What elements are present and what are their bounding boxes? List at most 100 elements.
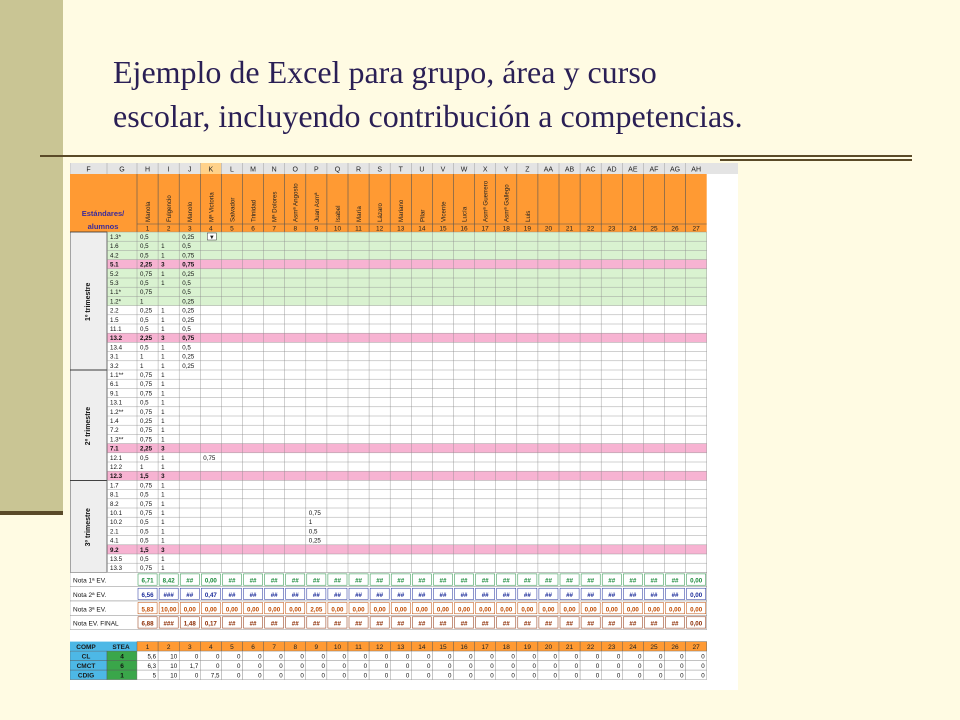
data-row bbox=[107, 406, 707, 416]
data-cell: 1,5 bbox=[140, 473, 149, 480]
title-underline-accent bbox=[720, 159, 912, 161]
comp-value: 0 bbox=[427, 673, 431, 680]
note-value: ## bbox=[292, 621, 299, 628]
data-cell: 0,75 bbox=[140, 381, 153, 388]
student-name: Vicente bbox=[440, 201, 447, 222]
note-value: ## bbox=[271, 592, 278, 599]
data-cell: 1 bbox=[161, 427, 165, 434]
student-number: 6 bbox=[251, 226, 255, 233]
data-cell: 0,25 bbox=[309, 538, 322, 545]
column-letter: W bbox=[461, 167, 468, 174]
title-underline bbox=[40, 155, 912, 157]
note-value: 0,00 bbox=[585, 606, 598, 613]
note-value: ## bbox=[482, 621, 489, 628]
column-letter: U bbox=[419, 167, 424, 174]
note-value: ## bbox=[503, 592, 510, 599]
note-value: ## bbox=[587, 578, 594, 585]
data-cell: 0,5 bbox=[140, 280, 149, 287]
student-name: Luis bbox=[525, 211, 532, 222]
note-cell bbox=[201, 573, 221, 586]
student-number: 10 bbox=[334, 226, 342, 233]
comp-value: 0 bbox=[321, 673, 325, 680]
standard-code: 13.1 bbox=[110, 400, 123, 407]
data-cell: 3 bbox=[161, 262, 165, 269]
data-cell: 2,25 bbox=[140, 446, 153, 453]
note-cell bbox=[137, 587, 158, 600]
data-row bbox=[107, 498, 707, 508]
note-value: 0,00 bbox=[521, 606, 534, 613]
data-row bbox=[107, 526, 707, 536]
column-letter: O bbox=[293, 167, 299, 174]
data-cell: 0,75 bbox=[140, 409, 153, 416]
standard-code: 1.2* bbox=[110, 298, 122, 305]
note-value: ## bbox=[629, 621, 636, 628]
comp-number: 19 bbox=[524, 644, 532, 651]
note-value: ## bbox=[250, 592, 257, 599]
comp-value: 0 bbox=[216, 654, 220, 661]
comp-value: 0 bbox=[237, 673, 241, 680]
note-cell bbox=[475, 616, 495, 629]
note-value: 8,42 bbox=[163, 578, 176, 585]
standard-code: 8.1 bbox=[110, 492, 119, 499]
standard-code: 11.1 bbox=[110, 326, 122, 333]
note-value: ## bbox=[566, 578, 573, 585]
note-value: ## bbox=[229, 578, 236, 585]
comp-value: 0 bbox=[406, 663, 410, 670]
student-number: 19 bbox=[524, 226, 532, 233]
comp-value: 0 bbox=[596, 654, 600, 661]
note-value: ## bbox=[271, 578, 278, 585]
data-cell: 2,25 bbox=[140, 335, 153, 342]
note-cell bbox=[412, 602, 432, 615]
data-cell: 1 bbox=[161, 519, 165, 526]
comp-value: 0 bbox=[554, 654, 558, 661]
data-row bbox=[107, 563, 707, 573]
standard-code: 9.2 bbox=[110, 547, 119, 554]
note-cell bbox=[222, 602, 242, 615]
note-value: 0,00 bbox=[542, 606, 555, 613]
comp-number: 12 bbox=[376, 644, 384, 651]
note-value: ## bbox=[503, 578, 510, 585]
column-letter: AF bbox=[649, 167, 658, 174]
note-cell bbox=[306, 602, 327, 615]
comp-value: 0 bbox=[385, 654, 389, 661]
comp-number: 10 bbox=[334, 644, 342, 651]
comp-value: 1,7 bbox=[190, 663, 199, 670]
comp-number: 6 bbox=[251, 644, 255, 651]
note-value: 0,00 bbox=[479, 606, 492, 613]
comp-header-label: STEA bbox=[112, 644, 130, 651]
note-value: 0,00 bbox=[690, 578, 703, 585]
comp-value: 0 bbox=[406, 654, 410, 661]
data-row bbox=[107, 462, 707, 472]
data-cell: 0,25 bbox=[182, 363, 195, 370]
comp-value: 0 bbox=[638, 654, 642, 661]
note-value: 6,56 bbox=[142, 592, 155, 599]
comp-number: 13 bbox=[397, 644, 405, 651]
note-value: ## bbox=[651, 621, 658, 628]
note-cell bbox=[644, 616, 664, 629]
note-value: 0,00 bbox=[416, 606, 429, 613]
note-value: ## bbox=[482, 578, 489, 585]
note-value: ## bbox=[186, 578, 193, 585]
student-name: Asmª Angosto bbox=[293, 183, 300, 222]
data-cell: 0,5 bbox=[182, 243, 191, 250]
comp-value: 6,3 bbox=[147, 663, 156, 670]
note-cell bbox=[538, 602, 559, 615]
column-letter: N bbox=[272, 167, 277, 174]
comp-stea: 1 bbox=[120, 673, 124, 680]
note-value: ## bbox=[461, 578, 468, 585]
student-name: Lázaro bbox=[377, 203, 384, 222]
note-value: ## bbox=[566, 621, 573, 628]
standard-code: 4.2 bbox=[110, 252, 119, 259]
note-cell bbox=[475, 587, 495, 600]
note-value: ## bbox=[545, 578, 552, 585]
data-cell: 2,25 bbox=[140, 262, 153, 269]
data-cell: 0,5 bbox=[182, 344, 191, 351]
standard-code: 2.1 bbox=[110, 528, 119, 535]
note-cell bbox=[158, 616, 179, 629]
comp-number: 24 bbox=[629, 644, 637, 651]
note-value: 0,00 bbox=[289, 606, 302, 613]
comp-number: 20 bbox=[545, 644, 553, 651]
comp-number: 21 bbox=[566, 644, 574, 651]
standard-code: 12.2 bbox=[110, 464, 123, 471]
note-value: ## bbox=[545, 592, 552, 599]
